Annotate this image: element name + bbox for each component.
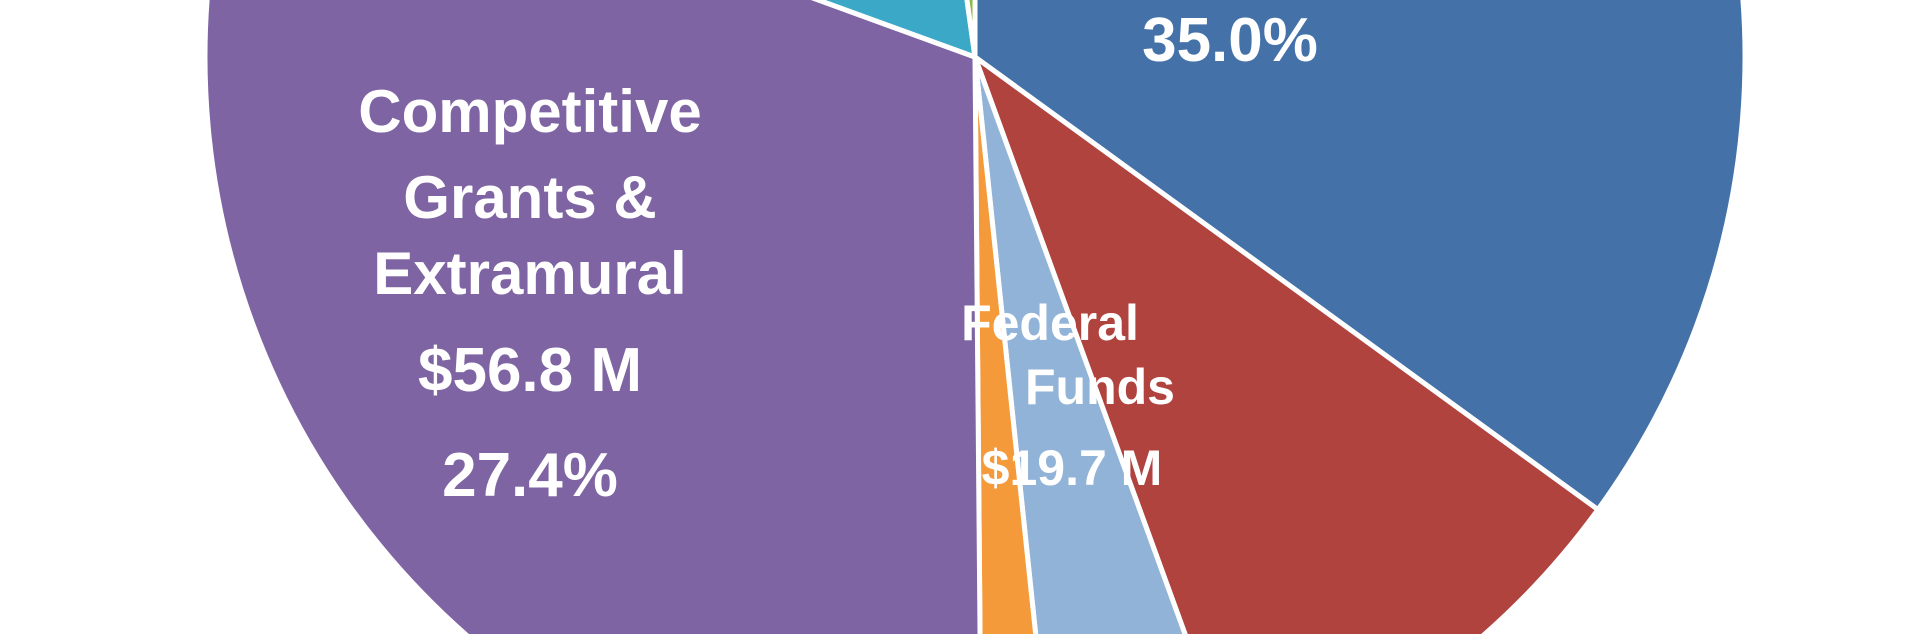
- red-slice-label-line1: Federal: [961, 295, 1139, 351]
- purple-slice-percent-label: 27.4%: [442, 441, 618, 510]
- pie-slice-blue-segment-label-partially-visible: [972, 0, 1748, 513]
- red-slice-amount-label: $19.7 M: [981, 440, 1163, 496]
- purple-slice-label-line1: Competitive: [358, 78, 702, 145]
- purple-slice-label-line2: Grants &: [403, 164, 657, 231]
- pie-slice-competitive-grants-extramural: [202, 0, 983, 634]
- blue-slice-percent-label: 35.0%: [1142, 6, 1318, 75]
- pie-slice-green-segment: [964, 0, 978, 60]
- pie-slices: [202, 0, 1748, 634]
- pie-slice-federal-funds: [972, 54, 1601, 634]
- red-slice-label-line2: Funds: [1025, 359, 1175, 415]
- pie-slice-light-blue-segment: [972, 54, 1188, 634]
- purple-slice-amount-label: $56.8 M: [417, 336, 643, 405]
- pie-slice-orange-segment: [972, 54, 1039, 634]
- pie-slice-cyan-segment: [811, 0, 978, 60]
- purple-slice-label-line3: Extramural: [373, 240, 687, 307]
